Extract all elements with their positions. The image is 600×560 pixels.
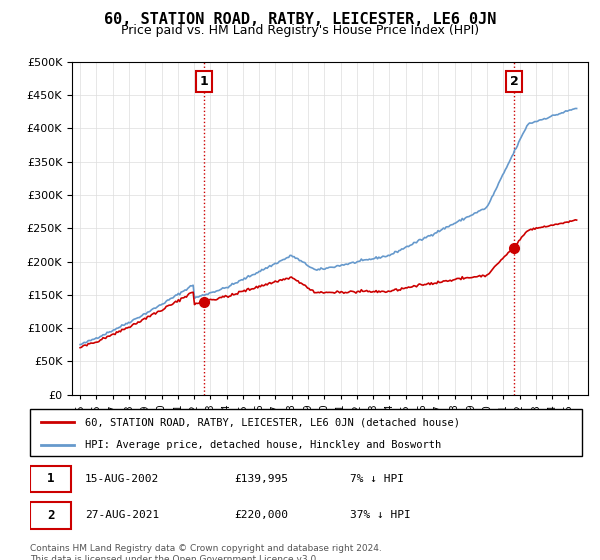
Text: 37% ↓ HPI: 37% ↓ HPI (350, 510, 411, 520)
Text: 7% ↓ HPI: 7% ↓ HPI (350, 474, 404, 484)
Text: £220,000: £220,000 (234, 510, 288, 520)
Text: 15-AUG-2002: 15-AUG-2002 (85, 474, 160, 484)
Text: 60, STATION ROAD, RATBY, LEICESTER, LE6 0JN: 60, STATION ROAD, RATBY, LEICESTER, LE6 … (104, 12, 496, 27)
Text: 2: 2 (509, 75, 518, 88)
Text: £139,995: £139,995 (234, 474, 288, 484)
Text: 1: 1 (200, 75, 209, 88)
Text: Contains HM Land Registry data © Crown copyright and database right 2024.
This d: Contains HM Land Registry data © Crown c… (30, 544, 382, 560)
Text: 1: 1 (47, 472, 55, 486)
FancyBboxPatch shape (30, 502, 71, 529)
FancyBboxPatch shape (30, 409, 582, 456)
Text: 60, STATION ROAD, RATBY, LEICESTER, LE6 0JN (detached house): 60, STATION ROAD, RATBY, LEICESTER, LE6 … (85, 417, 460, 427)
Text: Price paid vs. HM Land Registry's House Price Index (HPI): Price paid vs. HM Land Registry's House … (121, 24, 479, 37)
Text: 27-AUG-2021: 27-AUG-2021 (85, 510, 160, 520)
FancyBboxPatch shape (30, 465, 71, 492)
Text: HPI: Average price, detached house, Hinckley and Bosworth: HPI: Average price, detached house, Hinc… (85, 440, 442, 450)
Text: 2: 2 (47, 508, 55, 522)
